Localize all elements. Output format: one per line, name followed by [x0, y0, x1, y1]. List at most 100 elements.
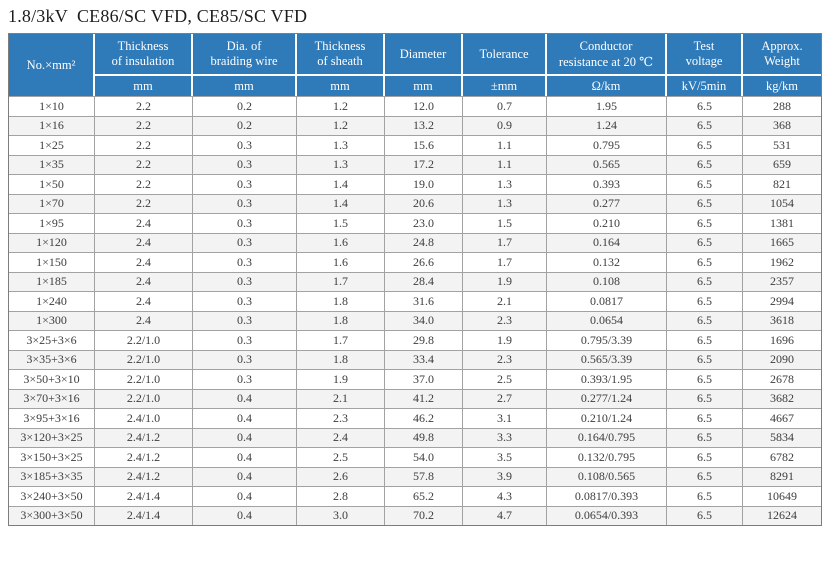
cell: 0.3 — [193, 349, 297, 369]
cell: 0.4 — [193, 388, 297, 408]
cell: 1.1 — [463, 135, 547, 155]
cell: 0.393 — [547, 174, 667, 194]
cell: 0.277/1.24 — [547, 388, 667, 408]
table-row: 1×25 2.2 0.3 1.3 15.6 1.1 0.795 6.5 531 — [9, 135, 821, 155]
unit-header: Ω/km — [547, 76, 667, 96]
cell: 2.1 — [297, 388, 385, 408]
unit-header: mm — [385, 76, 463, 96]
cell: 2357 — [743, 271, 821, 291]
cell: 54.0 — [385, 447, 463, 467]
cell: 4.7 — [463, 505, 547, 525]
cell: 1.2 — [297, 115, 385, 135]
cell: 2.4/1.2 — [95, 466, 193, 486]
cell: 6.5 — [667, 505, 743, 525]
table-row: 1×240 2.4 0.3 1.8 31.6 2.1 0.0817 6.5 2994 — [9, 291, 821, 311]
column-header: Tolerance — [463, 34, 547, 76]
cell: 31.6 — [385, 291, 463, 311]
cell: 659 — [743, 154, 821, 174]
cell: 1×240 — [9, 291, 95, 311]
table-row: 3×50+3×10 2.2/1.0 0.3 1.9 37.0 2.5 0.393/1.95 6… — [9, 369, 821, 389]
cell: 1×35 — [9, 154, 95, 174]
cell: 0.565 — [547, 154, 667, 174]
cell: 6.5 — [667, 271, 743, 291]
column-header: Approx. Weight — [743, 34, 821, 76]
cell: 6.5 — [667, 193, 743, 213]
cell: 0.164/0.795 — [547, 427, 667, 447]
cell: 1054 — [743, 193, 821, 213]
table-row: 1×16 2.2 0.2 1.2 13.2 0.9 1.24 6.5 368 — [9, 115, 821, 135]
cell: 6.5 — [667, 154, 743, 174]
cell: 0.210 — [547, 213, 667, 233]
cell: 821 — [743, 174, 821, 194]
cell: 8291 — [743, 466, 821, 486]
cell: 1.6 — [297, 252, 385, 272]
cell: 0.4 — [193, 447, 297, 467]
cell: 23.0 — [385, 213, 463, 233]
cell: 2.2/1.0 — [95, 330, 193, 350]
cell: 1.4 — [297, 193, 385, 213]
cell: 2.3 — [463, 349, 547, 369]
cell: 1×120 — [9, 232, 95, 252]
cell: 3×150+3×25 — [9, 447, 95, 467]
cell: 1.7 — [297, 330, 385, 350]
cell: 0.3 — [193, 193, 297, 213]
cell: 1×50 — [9, 174, 95, 194]
cell: 0.3 — [193, 232, 297, 252]
cell: 1×95 — [9, 213, 95, 233]
cell: 2.4 — [95, 291, 193, 311]
cell: 33.4 — [385, 349, 463, 369]
cell: 1962 — [743, 252, 821, 272]
cell: 15.6 — [385, 135, 463, 155]
cell: 2.2/1.0 — [95, 349, 193, 369]
cell: 1665 — [743, 232, 821, 252]
cell: 2.4 — [95, 310, 193, 330]
table-row: 1×300 2.4 0.3 1.8 34.0 2.3 0.0654 6.5 3618 — [9, 310, 821, 330]
cell: 0.277 — [547, 193, 667, 213]
cell: 6.5 — [667, 135, 743, 155]
table-row: 3×120+3×25 2.4/1.2 0.4 2.4 49.8 3.3 0.164/0.79… — [9, 427, 821, 447]
cell: 2.2 — [95, 135, 193, 155]
cell: 17.2 — [385, 154, 463, 174]
cell: 19.0 — [385, 174, 463, 194]
cell: 2994 — [743, 291, 821, 311]
cell: 28.4 — [385, 271, 463, 291]
cell: 2.4/1.0 — [95, 408, 193, 428]
cell: 0.3 — [193, 252, 297, 272]
cell: 6.5 — [667, 427, 743, 447]
cell: 2.5 — [463, 369, 547, 389]
cell: 0.3 — [193, 174, 297, 194]
cell: 6.5 — [667, 232, 743, 252]
cell: 6.5 — [667, 115, 743, 135]
cell: 0.3 — [193, 271, 297, 291]
cell: 2.2 — [95, 174, 193, 194]
table-row: 1×120 2.4 0.3 1.6 24.8 1.7 0.164 6.5 1665 — [9, 232, 821, 252]
table-body: 1×10 2.2 0.2 1.2 12.0 0.7 1.95 6.5 288 1×16 2.2 0.2… — [9, 96, 821, 525]
cell: 6782 — [743, 447, 821, 467]
column-header: Diameter — [385, 34, 463, 76]
cell: 1.8 — [297, 291, 385, 311]
column-header: Thickness of insulation — [95, 34, 193, 76]
cell: 6.5 — [667, 388, 743, 408]
cell: 26.6 — [385, 252, 463, 272]
table-row: 1×35 2.2 0.3 1.3 17.2 1.1 0.565 6.5 659 — [9, 154, 821, 174]
cell: 46.2 — [385, 408, 463, 428]
cell: 0.0654/0.393 — [547, 505, 667, 525]
cell: 1.3 — [297, 135, 385, 155]
page-title: 1.8/3kV CE86/SC VFD, CE85/SC VFD — [8, 6, 308, 26]
table-row: 1×150 2.4 0.3 1.6 26.6 1.7 0.132 6.5 1962 — [9, 252, 821, 272]
cell: 0.0817 — [547, 291, 667, 311]
table-row: 3×300+3×50 2.4/1.4 0.4 3.0 70.2 4.7 0.0654/0.3… — [9, 505, 821, 525]
cell: 6.5 — [667, 174, 743, 194]
cell: 20.6 — [385, 193, 463, 213]
unit-header: kg/km — [743, 76, 821, 96]
cell: 2.4 — [95, 252, 193, 272]
cell: 1.8 — [297, 349, 385, 369]
cell: 3×70+3×16 — [9, 388, 95, 408]
unit-header: mm — [193, 76, 297, 96]
cell: 10649 — [743, 486, 821, 506]
cell: 57.8 — [385, 466, 463, 486]
cell: 0.3 — [193, 213, 297, 233]
cell: 2.4 — [95, 232, 193, 252]
cell: 1×150 — [9, 252, 95, 272]
